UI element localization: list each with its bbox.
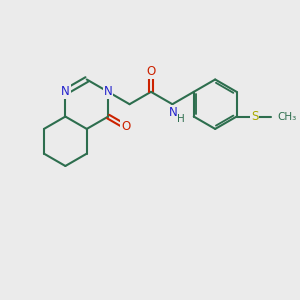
Text: S: S xyxy=(251,110,258,123)
Text: H: H xyxy=(177,114,184,124)
Text: O: O xyxy=(121,120,130,133)
Text: N: N xyxy=(169,106,177,119)
Text: CH₃: CH₃ xyxy=(277,112,296,122)
Text: N: N xyxy=(104,85,112,98)
Text: O: O xyxy=(146,65,156,78)
Text: N: N xyxy=(61,85,70,98)
